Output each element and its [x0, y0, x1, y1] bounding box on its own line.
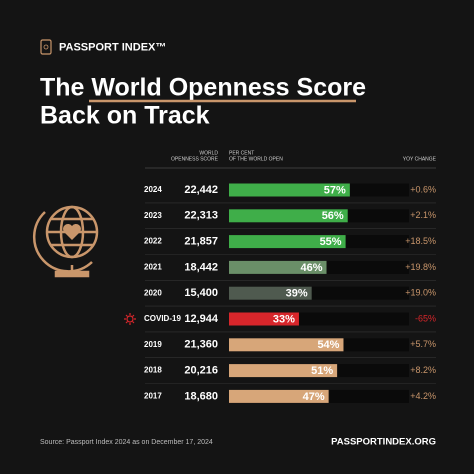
row-label: 2020 [144, 288, 162, 297]
bar-label: 39% [286, 288, 308, 300]
yoy-change: +8.2% [410, 365, 436, 375]
row-label: 2024 [144, 185, 162, 194]
yoy-change: +19.0% [405, 288, 436, 298]
score: 15,400 [184, 287, 218, 299]
yoy-change: -65% [415, 313, 436, 323]
bar-label: 46% [300, 262, 322, 274]
source: Source: Passport Index 2024 as on Decemb… [40, 439, 213, 446]
bar-label: 57% [324, 184, 346, 196]
bar-label: 56% [322, 210, 344, 222]
brand: PASSPORT INDEX™ [59, 41, 166, 53]
covid-icon [124, 313, 136, 325]
globe-icon [32, 205, 99, 278]
yoy-change: +5.7% [410, 339, 436, 349]
bar-label: 55% [320, 236, 342, 248]
bar [229, 286, 312, 300]
bar [229, 338, 344, 352]
row-label: 2022 [144, 237, 162, 246]
row-label: 2021 [144, 263, 162, 272]
column-header: OF THE WORLD OPEN [229, 156, 283, 162]
score: 18,442 [184, 261, 218, 273]
score: 18,680 [184, 390, 218, 402]
bar [229, 209, 348, 223]
score: 12,944 [184, 313, 219, 325]
bar-label: 51% [311, 365, 333, 377]
yoy-change: +2.1% [410, 210, 436, 220]
row-label: 2023 [144, 211, 162, 220]
yoy-change: +19.8% [405, 262, 436, 272]
url: PASSPORTINDEX.ORG [331, 437, 436, 448]
bar [229, 364, 338, 378]
column-header: OPENNESS SCORE [171, 156, 219, 162]
row-label: 2019 [144, 340, 162, 349]
title: The World Openness Score [40, 74, 366, 102]
logo-icon [40, 39, 52, 55]
yoy-change: +4.2% [410, 391, 436, 401]
row-label: COVID-19 [144, 314, 181, 323]
score: 21,360 [184, 339, 218, 351]
bar [229, 183, 350, 197]
column-header: YOY CHANGE [403, 156, 437, 162]
score: 21,857 [184, 236, 218, 248]
score: 22,442 [184, 184, 218, 196]
yoy-change: +0.6% [410, 184, 436, 194]
column-header: WORLD [199, 150, 218, 156]
bar [229, 312, 299, 326]
bar [229, 235, 346, 249]
score: 20,216 [184, 365, 218, 377]
column-header: PER CENT [229, 150, 254, 156]
bar-label: 54% [317, 339, 339, 351]
yoy-change: +18.5% [405, 236, 436, 246]
row-label: 2017 [144, 392, 162, 401]
row-label: 2018 [144, 366, 162, 375]
subtitle: Back on Track [40, 102, 210, 130]
bar [229, 260, 327, 274]
score: 22,313 [184, 210, 218, 222]
bar [229, 389, 329, 403]
bar-label: 33% [273, 313, 295, 325]
bar-label: 47% [303, 391, 325, 403]
